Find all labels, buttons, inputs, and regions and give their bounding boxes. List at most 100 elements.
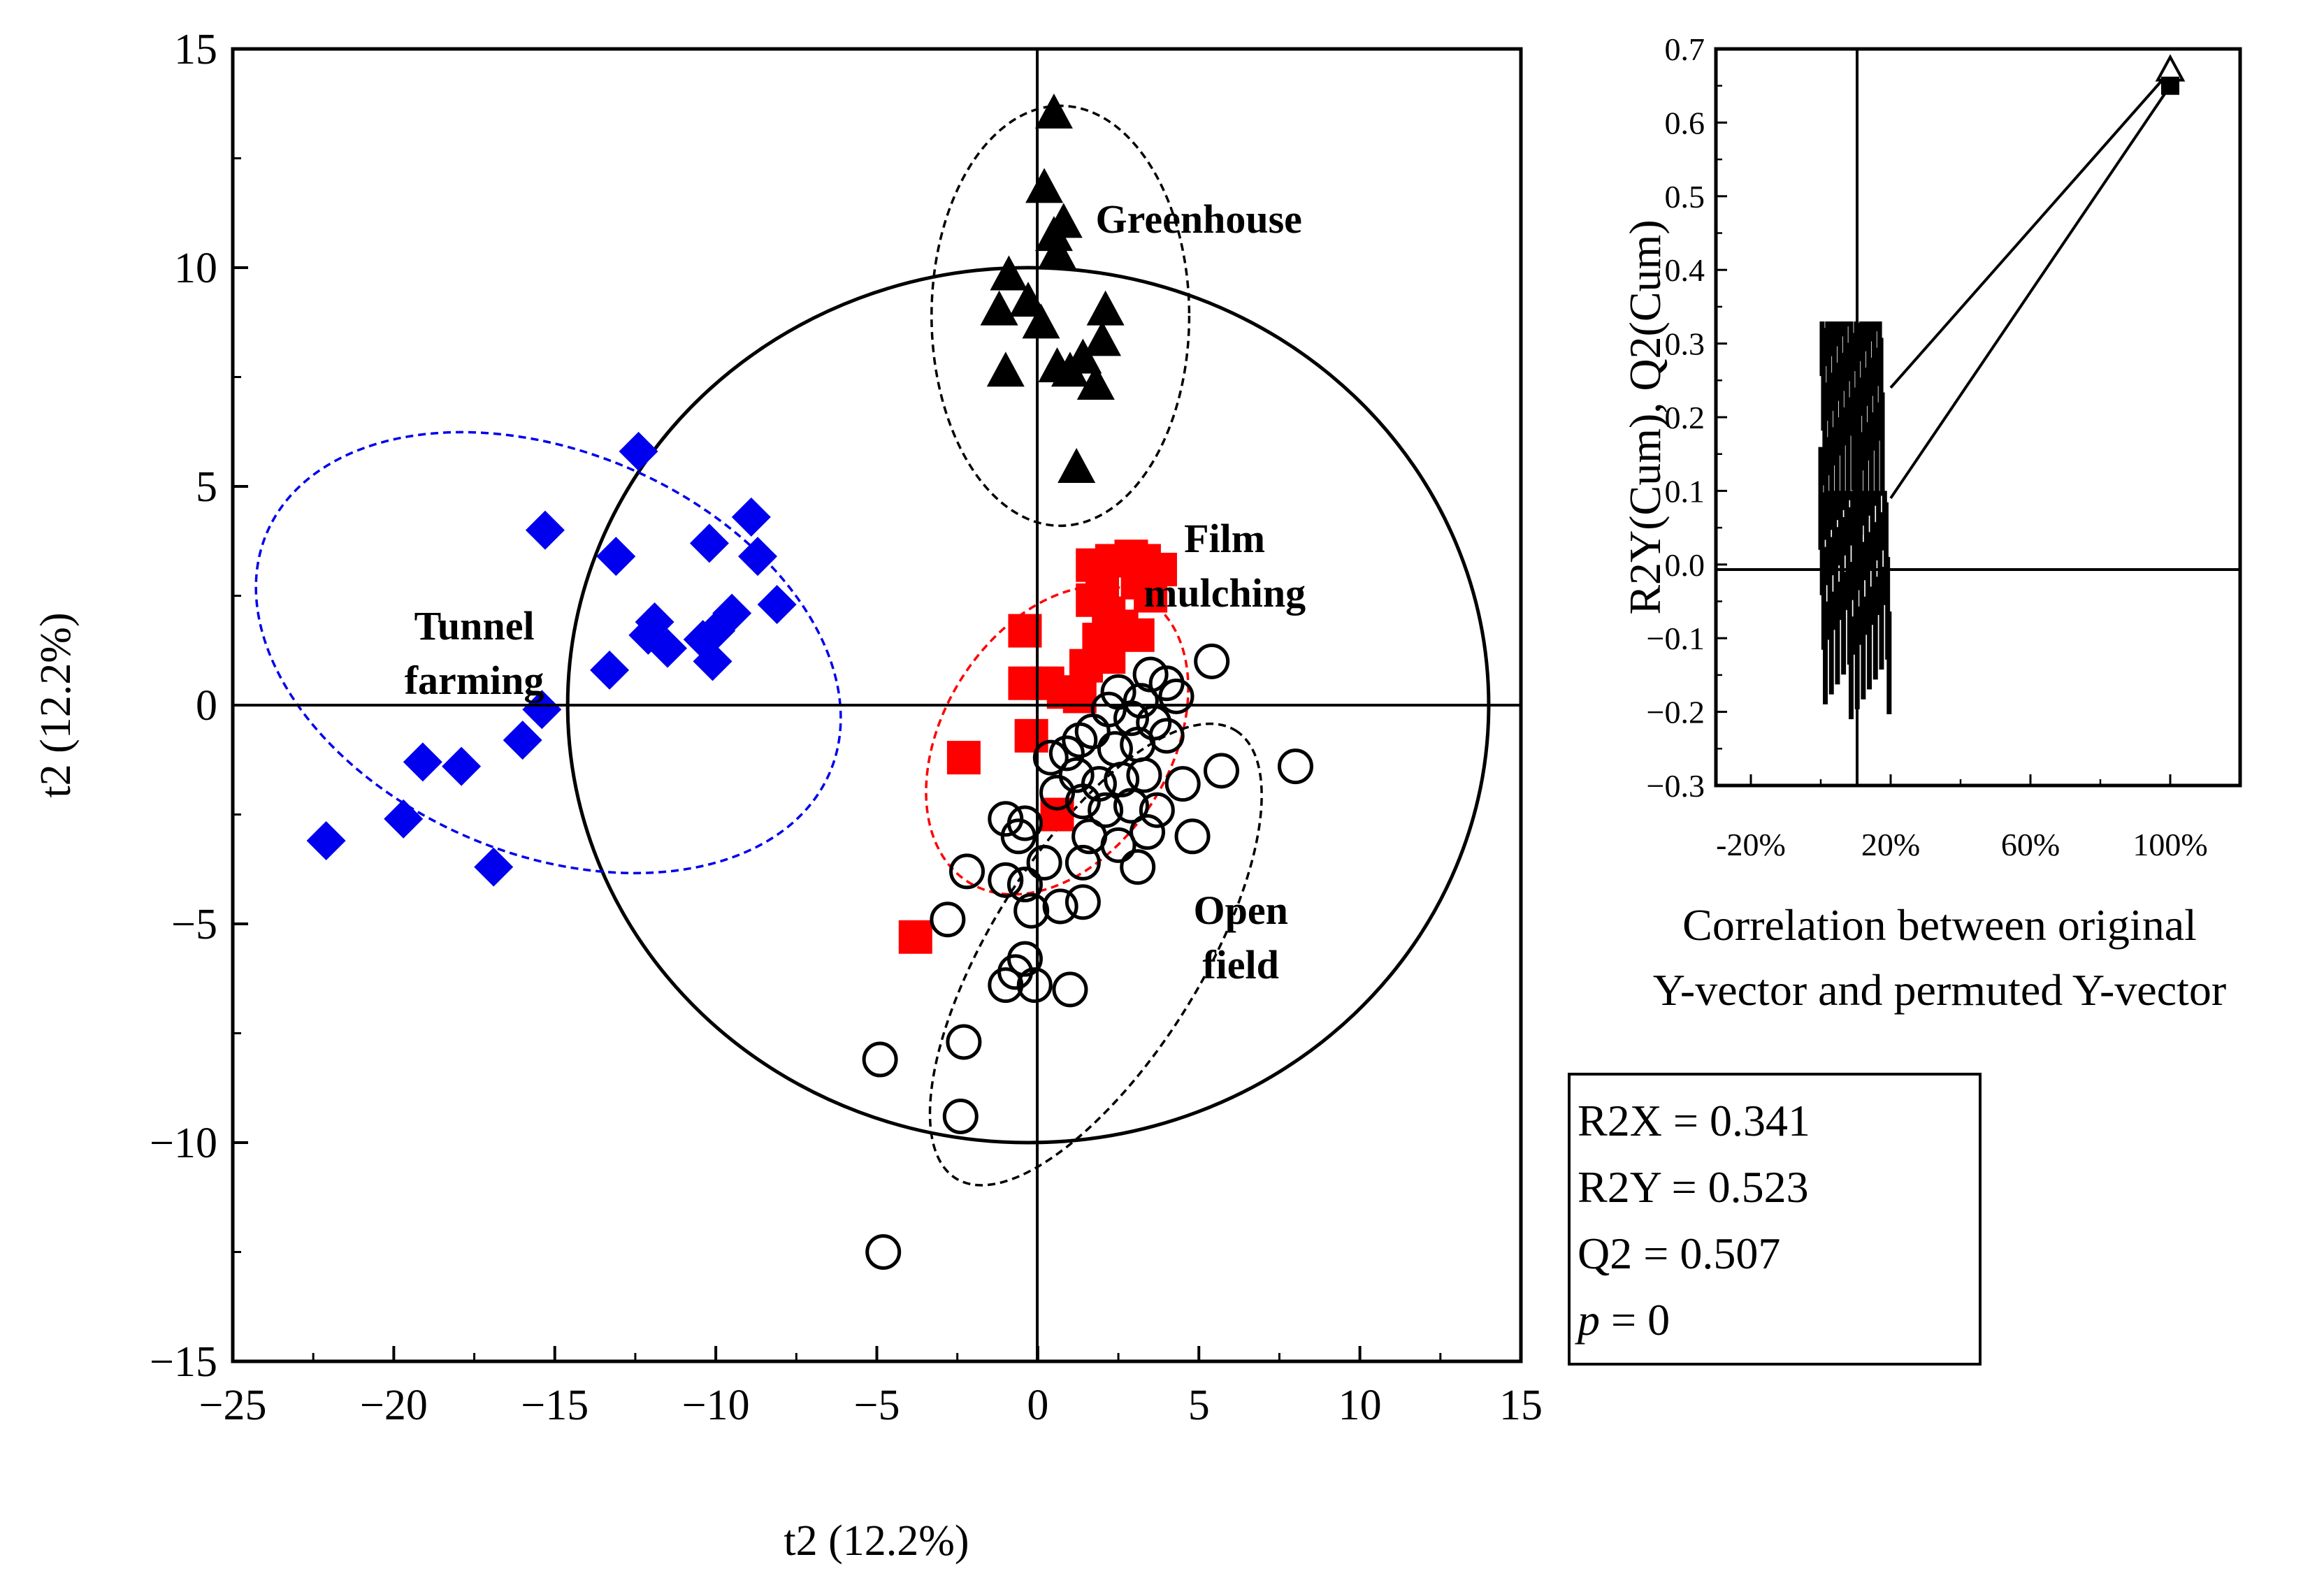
open-field-point [1052,971,1088,1008]
ellipses-layer [254,104,1491,1187]
greenhouse-point [1076,365,1115,400]
tunnel-farming-point [648,628,688,668]
stat-p-rest: = 0 [1600,1295,1670,1345]
open-field-point [1064,884,1101,920]
greenhouse-point [1058,447,1096,483]
open-field-point [1277,748,1313,785]
open-field-point [988,967,1024,1004]
open-field-point [865,1234,902,1270]
open-field-point [1113,788,1149,824]
greenhouse-confidence-ellipse [930,104,1191,528]
open-field-point [1097,731,1133,767]
q2-cum-regression-line [1889,85,2172,500]
open-field-label: Open [1193,888,1287,933]
tunnel-farming-point [731,497,771,537]
open-field-point [1013,892,1050,929]
open-field-point [1042,888,1078,925]
tunnel-farming-point [619,431,658,471]
x-tick-label: −15 [521,1382,589,1429]
film-mulching-point [1014,718,1048,753]
stat-q2: Q2 = 0.507 [1578,1229,1780,1278]
x-tick-label: 5 [1188,1382,1210,1429]
open-field-point [1139,792,1175,828]
tunnel-farming-point [738,537,778,577]
tunnel-farming-point [596,537,636,577]
open-field-confidence-ellipse [928,722,1263,1187]
open-field-point [1123,683,1159,719]
film-mulching-point [946,741,981,775]
greenhouse-point [1022,303,1060,339]
main-y-axis-title: t2 (12.2%) [32,612,80,797]
open-field-point [1126,757,1162,793]
q2-cum-original-point [2161,76,2179,95]
tunnel-farming-label: Tunnel [414,603,535,649]
film-mulching-label: mulching [1143,570,1306,616]
perm-x-tick-label: 100% [2132,827,2207,862]
open-field-point [1194,643,1230,679]
greenhouse-point [1044,203,1083,238]
open-field-point [1016,967,1053,1004]
open-field-point [942,1098,979,1134]
open-field-point [1088,792,1124,828]
tunnel-farming-confidence-ellipse [254,430,842,875]
open-field-point [949,853,986,890]
stat-r2x: R2X = 0.341 [1578,1096,1810,1145]
open-field-point [1032,739,1069,776]
open-field-point [1026,844,1062,881]
film-mulching-point [1134,579,1168,613]
film-mulching-label: Film [1184,516,1265,561]
axes-layer [231,47,1523,1363]
perm-y-axis-title: R2Y(Cum), Q2(Cum) [1620,219,1670,614]
tunnel-farming-point [693,642,732,681]
tunnel-farming-point [384,799,424,839]
tunnel-farming-point [403,742,442,782]
greenhouse-point [990,255,1028,291]
perm-x-axis-title-line-2: Y-vector and permuted Y-vector [1653,965,2226,1015]
main-x-axis-title: t2 (12.2%) [784,1517,969,1565]
perm-y-tick-label: −0.3 [1647,768,1705,804]
greenhouse-point [1083,321,1122,356]
open-field-point [1120,849,1156,885]
tick-labels-layer: −25 −20 −15 −10 −5 0 5 10 15 15 10 5 0 −5 −10 −15 [150,26,1543,1429]
open-field-point [1039,774,1076,811]
open-field-point [1129,814,1166,850]
open-field-point [1064,844,1101,881]
open-field-point [1104,761,1140,797]
film-mulching-point [1120,618,1155,652]
open-field-point [1071,818,1108,855]
stat-p-value: p = 0 [1575,1295,1670,1345]
r2y-cum-regression-line [1889,70,2172,389]
perm-y-tick-label: 0.1 [1665,473,1705,509]
x-tick-label: 10 [1338,1382,1382,1429]
greenhouse-point [1034,93,1073,129]
x-tick-label: −10 [682,1382,750,1429]
greenhouse-point [1038,233,1076,269]
open-field-point [1048,735,1085,772]
y-tick-label: 10 [174,245,217,292]
open-field-point [1113,700,1149,737]
permutation-axes [1714,47,2242,788]
open-field-point [1164,766,1201,802]
greenhouse-label: Greenhouse [1096,196,1302,242]
stats-frame [1568,1073,1982,1366]
film-mulching-point [898,920,932,954]
greenhouse-point [1025,168,1064,203]
perm-y-tick-label: 0.6 [1665,105,1705,140]
perm-original-markers [2155,54,2186,95]
group-labels-layer: Greenhouse Tunnel farming Film mulching Open f… [405,196,1306,987]
open-field-point [1204,753,1240,789]
tunnel-farming-point [503,721,542,760]
open-field-point [1158,678,1195,714]
perm-x-axis-title-line-1: Correlation between original [1682,900,2197,950]
perm-y-tick-label: −0.2 [1647,695,1705,730]
y-tick-label: −15 [150,1338,217,1386]
x-tick-label: 15 [1499,1382,1543,1429]
points-layer [306,93,1313,1270]
tunnel-farming-point [442,746,482,786]
tick-layer [231,48,1522,1363]
score-plot: −25 −20 −15 −10 −5 0 5 10 15 15 10 5 0 −5 −10 −15 Green… [32,26,1543,1565]
tunnel-farming-point [306,821,346,861]
open-field-point [1148,718,1185,754]
perm-y-tick-label: 0.0 [1665,547,1705,583]
